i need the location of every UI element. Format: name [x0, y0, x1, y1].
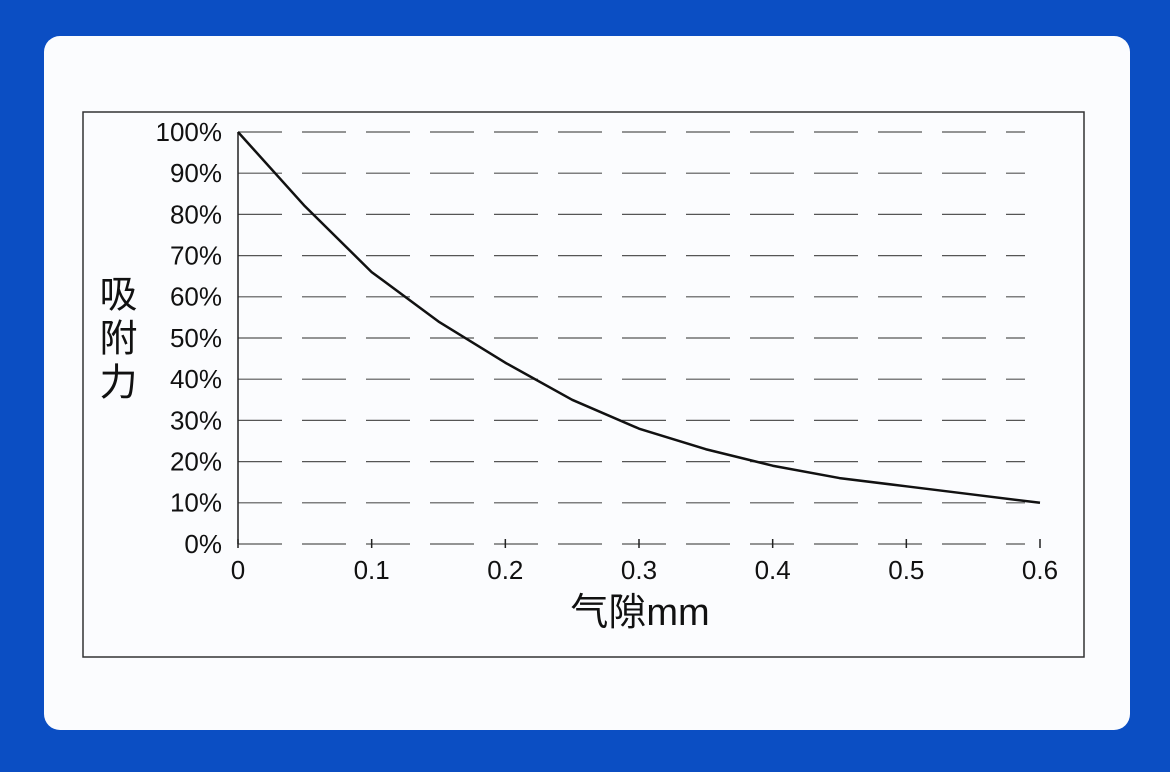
x-axis-title: 气隙mm	[570, 592, 709, 634]
y-tick-label: 90%	[170, 158, 222, 188]
y-tick-label: 100%	[156, 117, 223, 147]
y-tick-label: 0%	[184, 529, 222, 559]
card	[44, 36, 1130, 730]
x-tick-label: 0.1	[354, 555, 390, 585]
y-tick-label: 20%	[170, 446, 222, 476]
y-tick-label: 80%	[170, 199, 222, 229]
x-tick-label: 0	[231, 555, 245, 585]
x-tick-label: 0.6	[1022, 555, 1058, 585]
x-tick-label: 0.2	[487, 555, 523, 585]
y-tick-label: 30%	[170, 405, 222, 435]
y-tick-label: 40%	[170, 364, 222, 394]
chart-frame	[82, 111, 1085, 658]
x-tick-label: 0.4	[755, 555, 791, 585]
y-axis-title: 吸附力	[93, 274, 135, 406]
data-line	[237, 131, 1041, 505]
y-tick-label: 10%	[170, 488, 222, 518]
y-tick-label: 50%	[170, 323, 222, 353]
y-tick-label: 60%	[170, 282, 222, 312]
x-tick-label: 0.5	[888, 555, 924, 585]
x-tick-label: 0.3	[621, 555, 657, 585]
y-tick-label: 70%	[170, 240, 222, 270]
